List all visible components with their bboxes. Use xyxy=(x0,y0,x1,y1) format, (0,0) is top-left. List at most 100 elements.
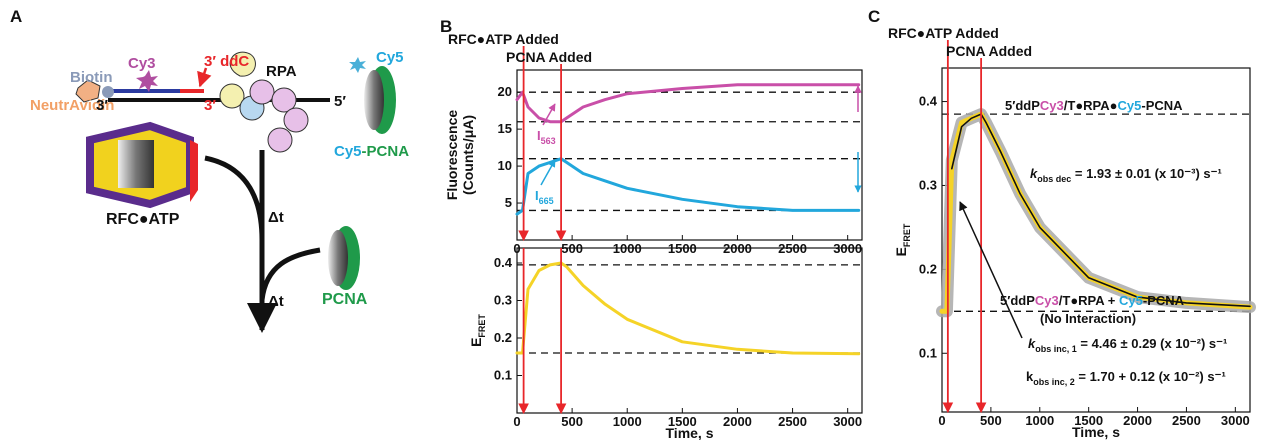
annotation-part: Cy5 xyxy=(1119,293,1143,308)
annotation-part: k xyxy=(1026,369,1034,384)
x-tick-label: 500 xyxy=(561,414,583,429)
end-label: 3′ xyxy=(96,97,108,114)
panel-label: C xyxy=(868,7,880,26)
y-tick-label: 0.3 xyxy=(919,177,937,192)
annotation-part: 5′ddP xyxy=(1000,293,1035,308)
annotation: I563 xyxy=(537,128,556,146)
ddc-arrow xyxy=(197,67,212,88)
annotation-part: -PCNA xyxy=(1141,98,1183,113)
annotation-part: k xyxy=(1028,336,1036,351)
y-tick-label: 5 xyxy=(505,195,512,210)
panel-label: A xyxy=(10,7,22,26)
annotation-part: 563 xyxy=(541,136,556,146)
event-label: RFC●ATP Added xyxy=(448,31,559,47)
panel-label: B xyxy=(440,17,452,36)
cy3-label: Cy3 xyxy=(128,55,156,72)
annotation: kobs dec = 1.93 ± 0.01 (x 10⁻³) s⁻¹ xyxy=(1030,166,1222,184)
pcna-part: -PCNA xyxy=(362,143,410,160)
annotation-part: = 4.46 ± 0.29 (x 10⁻²) s⁻¹ xyxy=(1077,336,1228,351)
x-tick-label: 2500 xyxy=(1172,413,1201,428)
cy5-part: Cy5 xyxy=(334,143,362,160)
data-line xyxy=(939,111,1253,314)
data-line xyxy=(515,261,861,356)
biotin-label: Biotin xyxy=(70,69,113,86)
y-tick-label: 0.2 xyxy=(494,330,512,345)
event-label: PCNA Added xyxy=(946,43,1032,59)
x-tick-label: 500 xyxy=(980,413,1002,428)
event-label: PCNA Added xyxy=(506,49,592,65)
rpa-domain xyxy=(283,107,309,133)
cy5-pcna-label: Cy5-PCNA xyxy=(334,143,409,160)
annotation: I665 xyxy=(535,188,554,206)
chart: 0.1 0.2 0.3 0.4 0 500 1000 1500 2000 2500 3000 EFRE… xyxy=(468,247,863,440)
annotation: kobs inc, 1 = 4.46 ± 0.29 (x 10⁻²) s⁻¹ xyxy=(1028,336,1227,354)
cy5-label: Cy5 xyxy=(376,49,404,66)
y-tick-label: 15 xyxy=(498,121,512,136)
annotation-part: Cy3 xyxy=(1035,293,1059,308)
pcna-label: PCNA xyxy=(322,291,368,308)
rpa-domain xyxy=(229,51,256,77)
rfc-core xyxy=(118,140,154,188)
diagram: A Biotin Cy3 3′ ddC RPA Cy5 NeutrAvidin … xyxy=(10,7,409,333)
x-tick-label: 0 xyxy=(938,413,945,428)
annotation-part: /T●RPA● xyxy=(1064,98,1118,113)
annotation-part: obs inc, 2 xyxy=(1033,377,1075,387)
x-axis-label: Time, s xyxy=(666,425,714,440)
annotation-part: = 1.93 ± 0.01 (x 10⁻³) s⁻¹ xyxy=(1071,166,1222,181)
annotation-part: (No Interaction) xyxy=(1040,311,1136,326)
y-tick-label: 0.3 xyxy=(494,293,512,308)
plot-frame xyxy=(516,69,863,241)
annotation-part: /T●RPA + xyxy=(1059,293,1119,308)
rpa-domain xyxy=(271,87,297,113)
y-label-sub: FRET xyxy=(477,314,487,338)
y-axis-label: Fluorescence xyxy=(444,110,460,200)
annotation-part: = 1.70 + 0.12 (x 10⁻²) s⁻¹ xyxy=(1075,369,1226,384)
pathway-arrow xyxy=(204,155,277,333)
y-tick-label: 0.2 xyxy=(919,261,937,276)
x-tick-label: 1000 xyxy=(1025,413,1054,428)
x-tick-label: 2000 xyxy=(1123,413,1152,428)
y-tick-label: 0.4 xyxy=(494,255,513,270)
annotation-part: obs dec xyxy=(1037,174,1071,184)
plot-frame xyxy=(941,67,1251,413)
rfc-label: RFC●ATP xyxy=(106,211,180,228)
annotation-part: I xyxy=(537,128,541,143)
x-tick-label: 3000 xyxy=(833,414,862,429)
ddc-label: 3′ ddC xyxy=(204,53,249,70)
x-tick-label: 2000 xyxy=(723,414,752,429)
y-tick-label: 0.1 xyxy=(494,368,512,383)
annotation: (No Interaction) xyxy=(1040,311,1136,326)
annotation-arrow xyxy=(542,103,556,126)
rpa-domain xyxy=(219,83,245,109)
rfc-subunit xyxy=(190,140,198,202)
y-axis-label: EFRET xyxy=(893,223,912,256)
data-line xyxy=(951,113,1251,308)
y-tick-label: 0.1 xyxy=(919,345,937,360)
annotation: kobs inc, 2 = 1.70 + 0.12 (x 10⁻²) s⁻¹ xyxy=(1026,369,1226,387)
annotation-part: -PCNA xyxy=(1143,293,1185,308)
delta-t: Δt xyxy=(268,209,284,226)
y-tick-label: 20 xyxy=(498,84,512,99)
neutravidin xyxy=(75,79,101,103)
x-axis-label: Time, s xyxy=(1072,424,1120,440)
annotation-part: 665 xyxy=(539,196,554,206)
data-line xyxy=(515,83,861,124)
x-tick-label: 0 xyxy=(513,414,520,429)
event-label: RFC●ATP Added xyxy=(888,25,999,41)
annotation: 5′ddPCy3/T●RPA●Cy5-PCNA xyxy=(1005,98,1183,113)
annotation-part: 5′ddP xyxy=(1005,98,1040,113)
annotation: 5′ddPCy3/T●RPA + Cy5-PCNA xyxy=(1000,293,1185,308)
y-tick-label: 0.4 xyxy=(919,94,938,109)
end-label: 3′ xyxy=(204,97,216,114)
annotation-part: Cy3 xyxy=(1040,98,1064,113)
x-tick-label: 1500 xyxy=(1074,413,1103,428)
annotation-arrow xyxy=(540,159,556,186)
x-tick-label: 1500 xyxy=(668,414,697,429)
y-label-main: E xyxy=(893,247,909,256)
delta-t: Δt xyxy=(268,293,284,310)
y-axis-label: (Counts/μA) xyxy=(460,115,476,195)
y-label-main: E xyxy=(468,338,484,347)
